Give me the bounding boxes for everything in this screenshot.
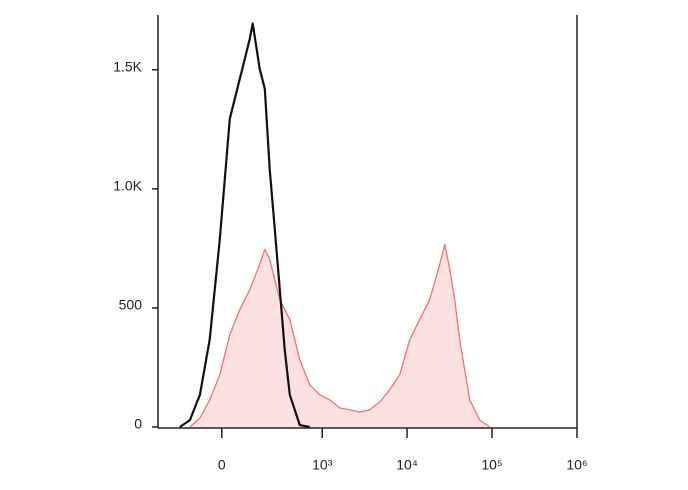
x-tick-label: 10⁴ [396,457,418,473]
histogram-line [179,22,310,429]
x-tick-label: 10⁵ [481,457,502,473]
y-tick-label: 0 [134,416,142,432]
y-tick-label: 1.0K [113,178,142,194]
x-tick-label: 0 [218,457,226,473]
x-tick-label: 10³ [312,457,333,473]
y-tick-label: 500 [119,297,143,313]
histogram-line [189,243,491,428]
x-tick-label: 10⁶ [566,457,587,473]
y-tick-label: 1.5K [113,58,142,74]
